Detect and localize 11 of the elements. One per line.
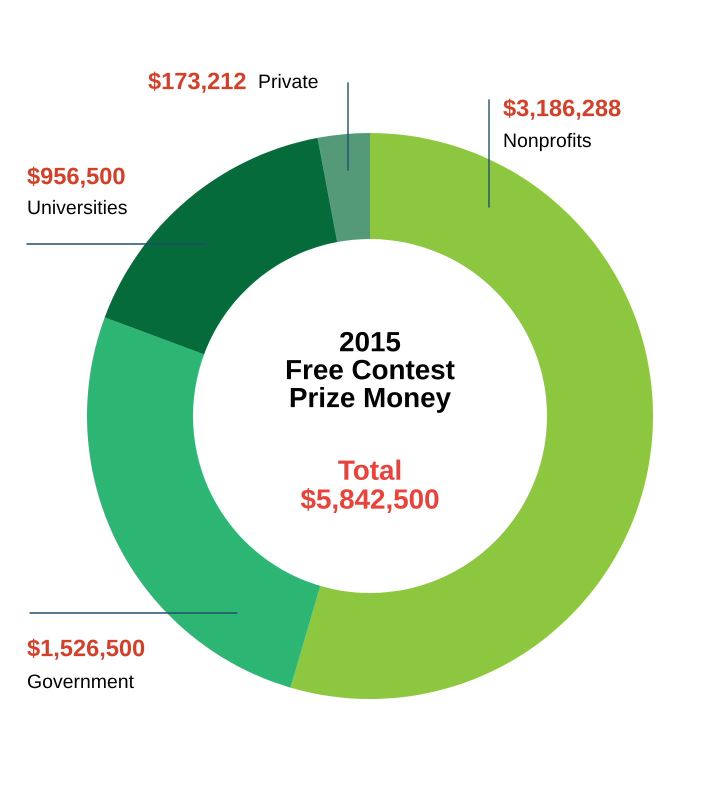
data-label: $173,212: [148, 72, 246, 93]
data-label: $3,186,288: [503, 98, 620, 120]
data-label: $956,500: [27, 166, 125, 188]
text: 2015 Free Contest Prize Money: [286, 332, 455, 413]
slice-label: Universities: [28, 200, 127, 214]
slice-label: Nonprofits: [504, 132, 591, 152]
donut-slice: [318, 133, 370, 242]
data-label: $1,526,500: [27, 638, 144, 660]
text: Total $5,842,500: [300, 460, 438, 513]
slice-label: Government: [28, 674, 134, 688]
slice-label: Private: [260, 74, 318, 88]
